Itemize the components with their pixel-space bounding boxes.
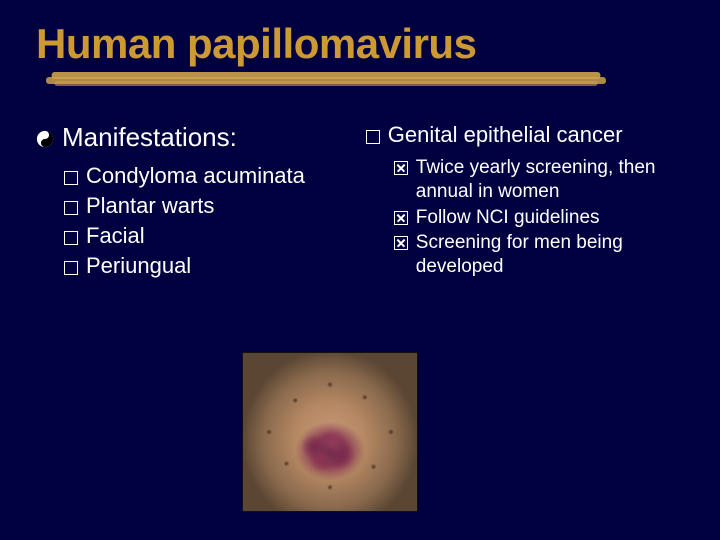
square-icon bbox=[64, 261, 78, 275]
right-heading: Genital epithelial cancer bbox=[388, 122, 684, 148]
list-item-label: Facial bbox=[86, 223, 342, 249]
list-item: Condyloma acuminata bbox=[64, 163, 342, 189]
yin-yang-icon bbox=[36, 130, 54, 148]
list-item-label: Plantar warts bbox=[86, 193, 342, 219]
content-columns: Manifestations: Condyloma acuminata Plan… bbox=[36, 122, 684, 283]
list-item-label: Twice yearly screening, then annual in w… bbox=[416, 156, 684, 204]
square-icon bbox=[64, 171, 78, 185]
list-item-label: Follow NCI guidelines bbox=[416, 206, 684, 230]
slide-title: Human papillomavirus bbox=[36, 20, 684, 68]
list-item-label: Condyloma acuminata bbox=[86, 163, 342, 189]
crossed-square-icon bbox=[394, 161, 408, 175]
square-icon bbox=[64, 201, 78, 215]
list-item: Periungual bbox=[64, 253, 342, 279]
list-item-label: Periungual bbox=[86, 253, 342, 279]
left-column: Manifestations: Condyloma acuminata Plan… bbox=[36, 122, 342, 283]
square-icon bbox=[366, 130, 380, 144]
list-item-label: Screening for men being developed bbox=[416, 231, 684, 279]
list-item: Follow NCI guidelines bbox=[394, 206, 684, 230]
list-item: Facial bbox=[64, 223, 342, 249]
right-column: Genital epithelial cancer Twice yearly s… bbox=[366, 122, 684, 283]
list-item: Screening for men being developed bbox=[394, 231, 684, 279]
crossed-square-icon bbox=[394, 236, 408, 250]
square-icon bbox=[64, 231, 78, 245]
left-heading: Manifestations: bbox=[62, 122, 342, 153]
list-item: Twice yearly screening, then annual in w… bbox=[394, 156, 684, 204]
crossed-square-icon bbox=[394, 211, 408, 225]
clinical-photo bbox=[242, 352, 418, 512]
left-heading-row: Manifestations: bbox=[36, 122, 342, 153]
list-item: Plantar warts bbox=[64, 193, 342, 219]
title-underline bbox=[46, 72, 606, 86]
slide: Human papillomavirus Manifestations: Con… bbox=[0, 0, 720, 540]
right-heading-row: Genital epithelial cancer bbox=[366, 122, 684, 148]
